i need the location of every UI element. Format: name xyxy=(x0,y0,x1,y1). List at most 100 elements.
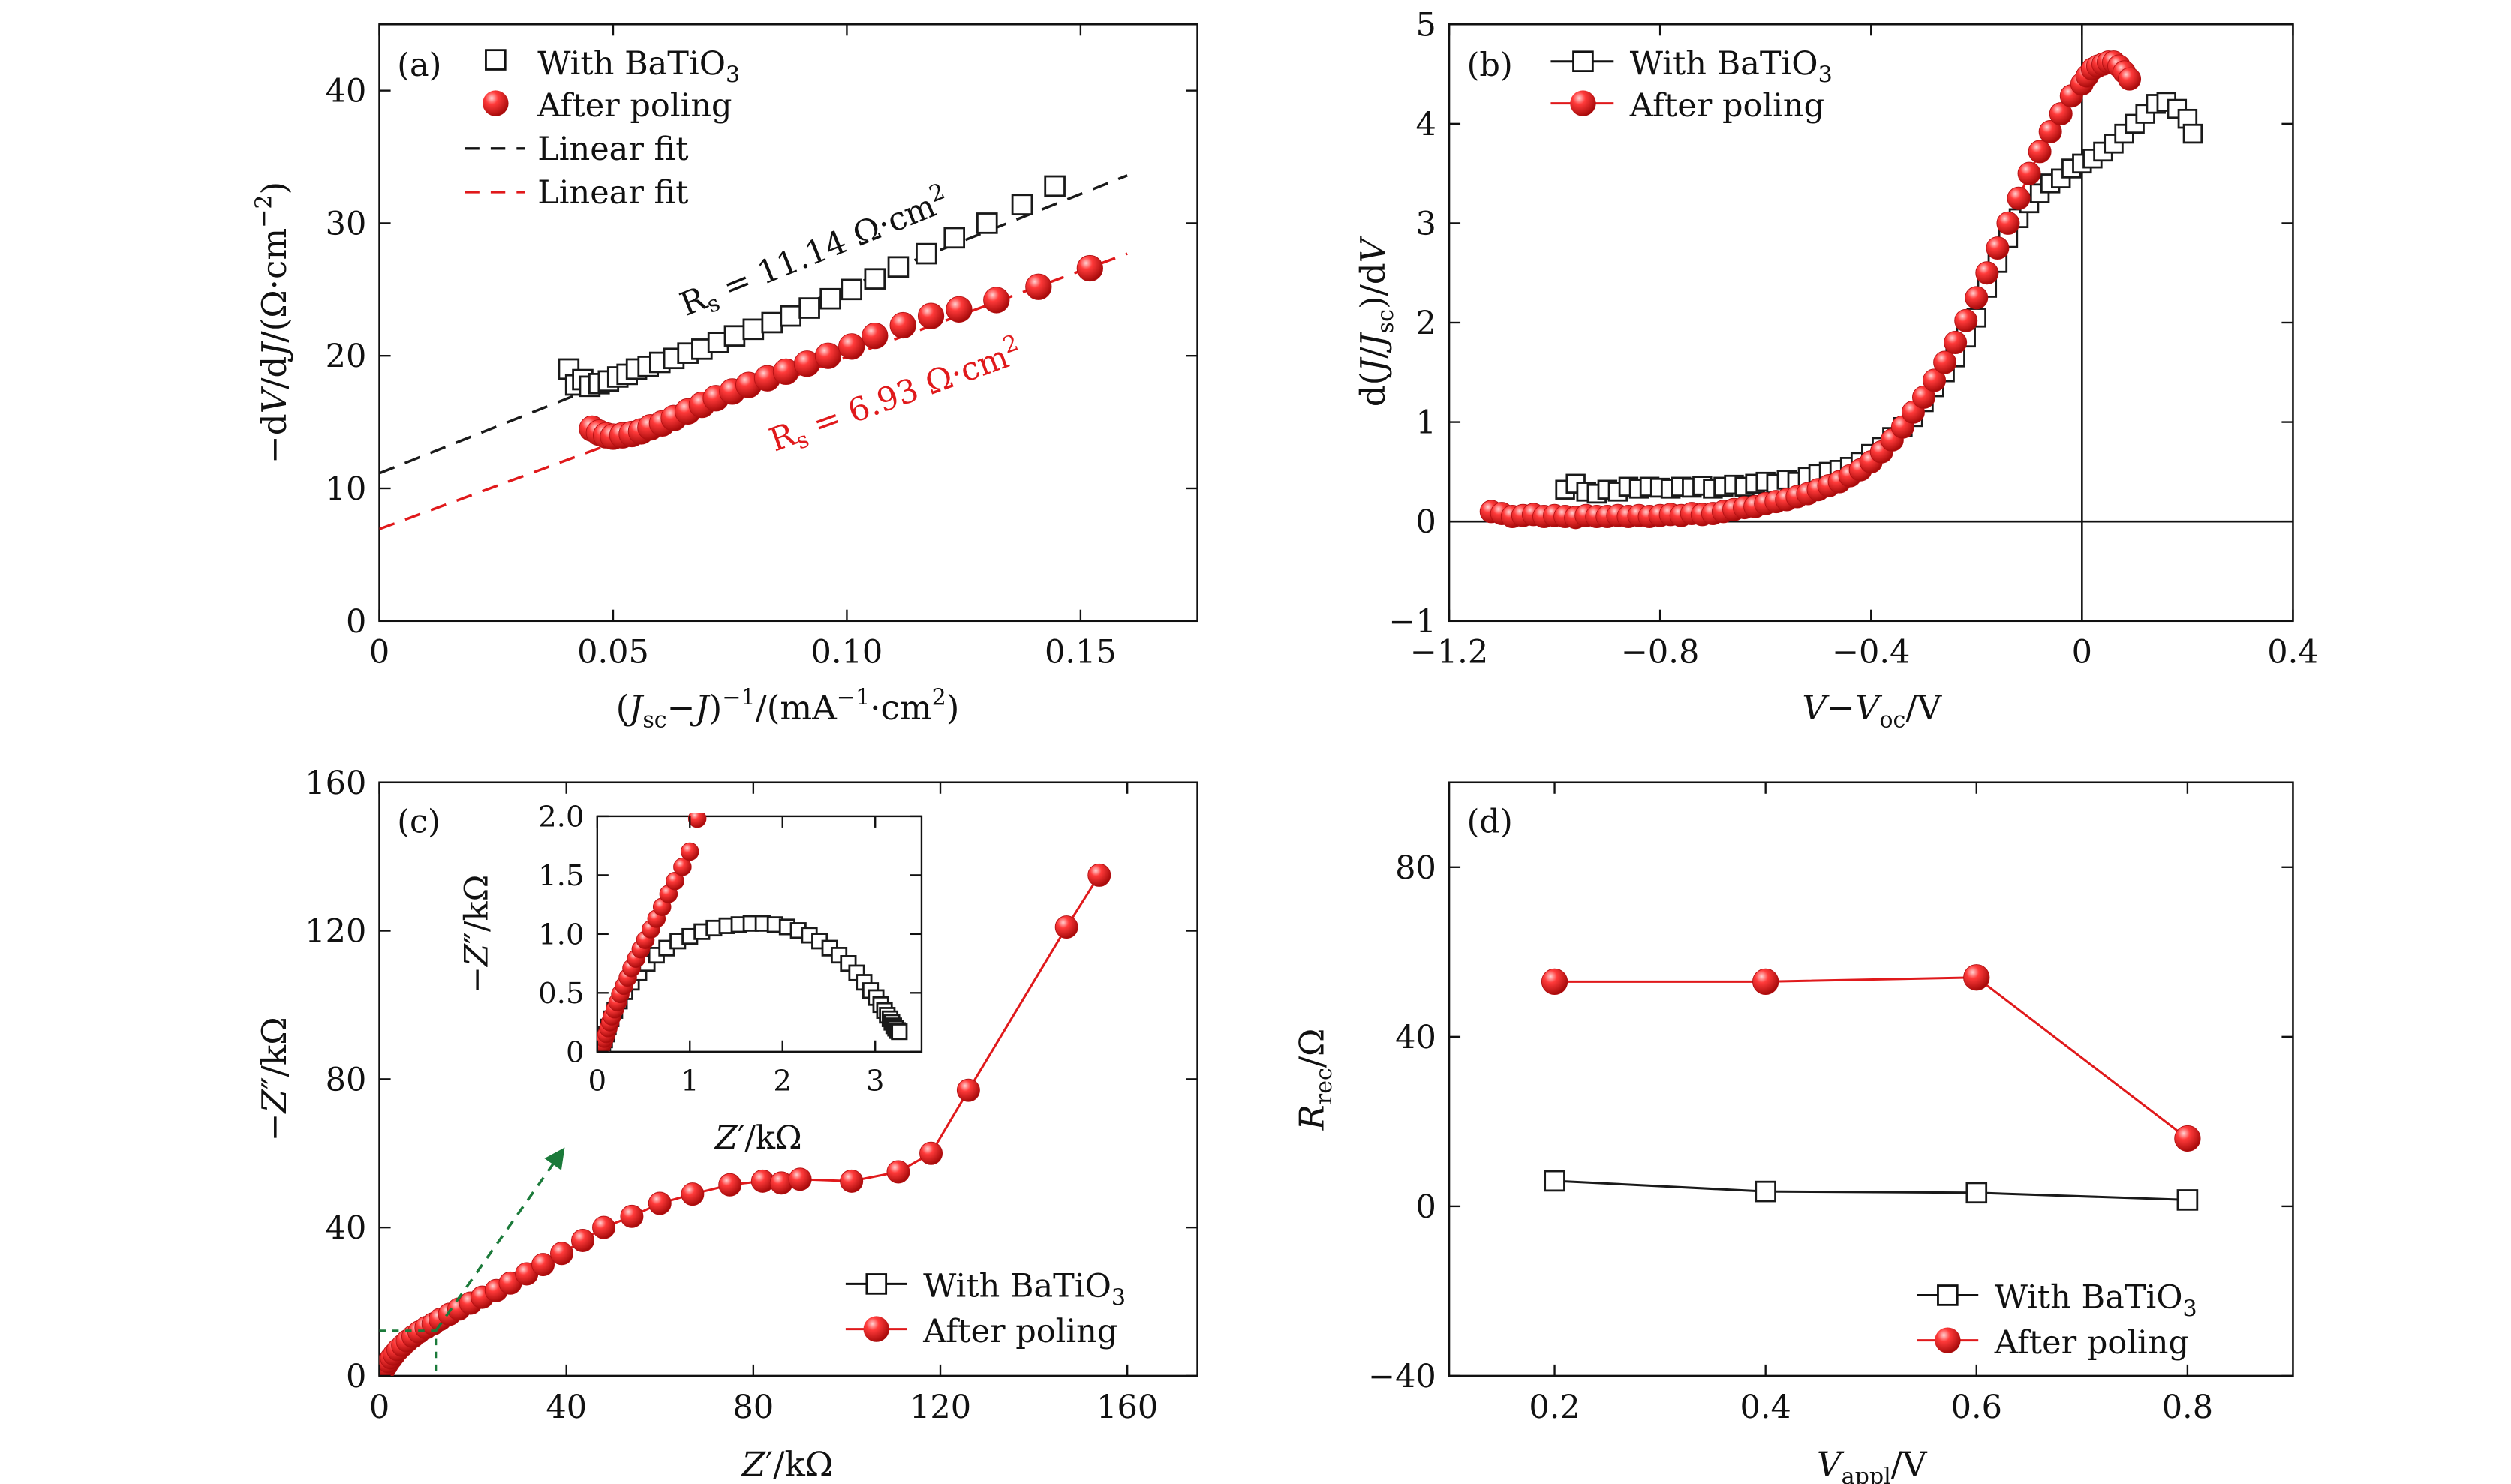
inset-ylabel: −Z″/kΩ xyxy=(459,875,496,993)
x-tick-label: 2 xyxy=(773,1064,792,1098)
poling-point xyxy=(889,311,916,339)
panel-b-ylabel: d(J/Jsc)/dV xyxy=(1353,235,1399,407)
y-tick-label: 40 xyxy=(326,1209,367,1247)
legend-linear-fit-black: Linear fit xyxy=(537,131,688,168)
batio3-point xyxy=(761,311,783,334)
legend-with-batio3: With BaTiO3 xyxy=(923,1268,1126,1311)
poling-point xyxy=(1923,368,1947,392)
poling-point xyxy=(2049,102,2073,126)
linear-fit-black xyxy=(379,174,1128,475)
legend-square-marker xyxy=(865,1273,888,1295)
poling-line xyxy=(1554,976,2188,1140)
poling-point xyxy=(1944,331,1968,354)
y-tick-label: −40 xyxy=(1368,1358,1436,1395)
poling-line xyxy=(1490,61,2131,519)
poling-point xyxy=(681,1182,705,1206)
poling-point xyxy=(549,1242,573,1266)
panel-c-legend: With BaTiO3 After poling xyxy=(845,1268,1126,1350)
panel-c-tag: (c) xyxy=(397,803,441,840)
panel-a-ticks: 0 0.05 0.10 0.15 0 10 20 30 40 xyxy=(326,24,1198,671)
y-tick-label: 3 xyxy=(1415,205,1436,242)
poling-point xyxy=(2174,1125,2201,1152)
y-tick-label: 40 xyxy=(1395,1019,1436,1056)
annotation-rs-red: Rs = 6.93 Ω·cm2 xyxy=(763,329,1028,463)
poling-point xyxy=(1986,236,2010,260)
y-tick-label: 2.0 xyxy=(538,800,585,834)
poling-point xyxy=(718,1173,742,1197)
inset-ticks: 0 1 2 3 0 0.5 1.0 1.5 2.0 xyxy=(538,800,922,1098)
x-tick-label: 0 xyxy=(369,1389,389,1426)
y-tick-label: 0 xyxy=(1415,503,1436,541)
poling-point xyxy=(1076,254,1103,282)
x-tick-label: 0.4 xyxy=(2267,634,2318,671)
poling-point xyxy=(840,1169,864,1193)
y-tick-label: 80 xyxy=(1395,849,1436,887)
batio3-point xyxy=(976,212,998,234)
panel-b-xlabel: V−Voc/V xyxy=(1802,688,1942,734)
poling-point xyxy=(1054,915,1078,939)
panel-c-plot xyxy=(379,863,1111,1376)
panel-c: 0 40 80 120 160 0 40 80 120 160 (c) 0 1 2 3 0 0.5 1.0 1.… xyxy=(254,765,1198,1484)
legend-after-poling: After poling xyxy=(537,87,732,125)
panel-d-tag: (d) xyxy=(1467,803,1513,840)
poling-point xyxy=(886,1160,910,1184)
y-tick-label: 5 xyxy=(1415,6,1436,44)
batio3-point xyxy=(916,242,937,265)
x-tick-label: 0 xyxy=(588,1064,606,1098)
panel-a-plot xyxy=(379,174,1128,530)
poling-point xyxy=(1975,261,1999,285)
panel-b-plot xyxy=(1448,24,2293,621)
zoom-arrow xyxy=(435,1147,565,1332)
x-tick-label: 0.8 xyxy=(2162,1389,2213,1426)
poling-point xyxy=(956,1078,980,1102)
x-tick-label: 40 xyxy=(546,1389,587,1426)
batio3-point xyxy=(1544,1170,1565,1192)
panel-b: −1.2 −0.8 −0.4 0 0.4 −1 0 1 2 3 4 5 (b) With BaTiO3… xyxy=(1353,6,2319,733)
poling-point xyxy=(2017,161,2041,185)
y-tick-label: 2 xyxy=(1415,305,1436,342)
y-tick-label: 80 xyxy=(326,1061,367,1098)
legend-after-poling: After poling xyxy=(1994,1324,2189,1362)
panel-b-ticks: −1.2 −0.8 −0.4 0 0.4 −1 0 1 2 3 4 5 xyxy=(1388,6,2318,671)
panel-c-xlabel: Z′/kΩ xyxy=(741,1444,834,1484)
y-tick-label: 4 xyxy=(1415,106,1436,143)
poling-point xyxy=(1541,968,1568,995)
panel-d-ylabel: Rrec/Ω xyxy=(1292,1028,1337,1131)
batio3-point xyxy=(742,318,765,341)
batio3-point xyxy=(887,256,910,278)
x-tick-label: 0.4 xyxy=(1740,1389,1791,1426)
poling-point xyxy=(1752,968,1779,995)
x-tick-label: 120 xyxy=(910,1389,971,1426)
y-tick-label: 0 xyxy=(346,1358,366,1395)
x-tick-label: 1 xyxy=(681,1064,699,1098)
batio3-point xyxy=(819,287,841,310)
y-tick-label: 120 xyxy=(305,913,366,951)
batio3-point xyxy=(2182,123,2203,144)
legend-sphere-marker xyxy=(863,1316,889,1342)
poling-point xyxy=(946,296,973,323)
poling-point xyxy=(1933,350,1957,374)
legend-with-batio3: With BaTiO3 xyxy=(1995,1279,2197,1323)
inset-plot xyxy=(597,813,908,1052)
poling-point xyxy=(814,342,842,369)
legend-sphere-marker xyxy=(1935,1327,1961,1353)
y-tick-label: 1 xyxy=(1415,404,1436,442)
y-tick-label: 10 xyxy=(326,470,367,508)
batio3-point xyxy=(943,227,965,249)
panel-c-inset: 0 1 2 3 0 0.5 1.0 1.5 2.0 Z′/kΩ −Z″/kΩ xyxy=(459,800,923,1157)
poling-point xyxy=(1963,964,1990,991)
x-tick-label: 0 xyxy=(2072,634,2092,671)
batio3-point xyxy=(1755,1180,1776,1203)
y-tick-label: −1 xyxy=(1388,603,1436,641)
x-tick-label: 160 xyxy=(1096,1389,1158,1426)
poling-point xyxy=(983,287,1010,314)
inset-batio3-point xyxy=(891,1023,908,1041)
panel-d-frame xyxy=(1448,781,2294,1377)
legend-square-marker xyxy=(485,49,507,71)
y-tick-label: 30 xyxy=(326,205,367,242)
poling-point xyxy=(648,1191,672,1215)
poling-point xyxy=(620,1204,644,1228)
x-tick-label: 0.15 xyxy=(1045,634,1117,671)
inset-xlabel: Z′/kΩ xyxy=(714,1119,802,1157)
